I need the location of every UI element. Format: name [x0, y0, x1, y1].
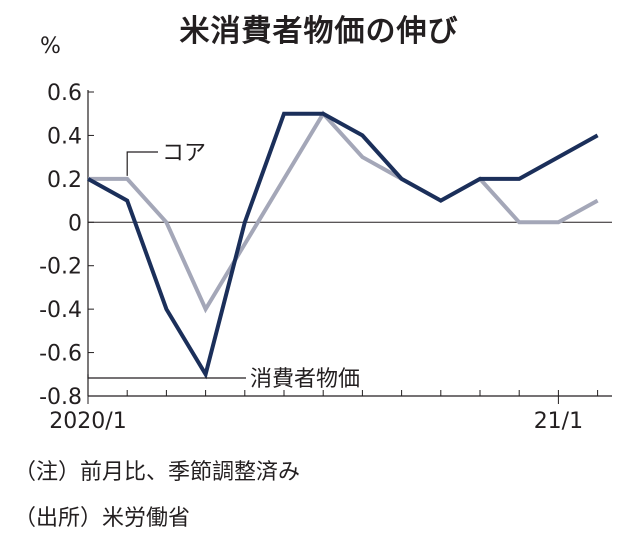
- series-line-cpi: [87, 111, 599, 380]
- note-text: （注）前月比、季節調整済み: [14, 460, 301, 485]
- y-tick-label: -0.4: [39, 298, 82, 323]
- x-tick-label: 2020/1: [49, 409, 126, 434]
- cpi-callout-line: [87, 374, 246, 379]
- core-callout-label: コア: [162, 141, 206, 166]
- y-tick-label: -0.6: [39, 342, 82, 367]
- y-tick-label: 0: [68, 211, 82, 236]
- chart-title: 米消費者物価の伸び: [179, 14, 459, 49]
- y-tick-label: 0.6: [47, 81, 82, 106]
- y-axis-unit: %: [40, 34, 61, 59]
- x-tick-label: 21/1: [534, 409, 583, 434]
- core-callout-line: [126, 151, 158, 176]
- y-tick-label: 0.4: [47, 124, 82, 149]
- y-tick-label: 0.2: [47, 168, 82, 193]
- y-tick-label: -0.2: [39, 255, 82, 280]
- y-tick-label: -0.8: [39, 385, 82, 410]
- series-line-core: [88, 110, 599, 314]
- source-text: （出所）米労働省: [14, 506, 191, 531]
- cpi-callout-label: 消費者物価: [250, 367, 360, 392]
